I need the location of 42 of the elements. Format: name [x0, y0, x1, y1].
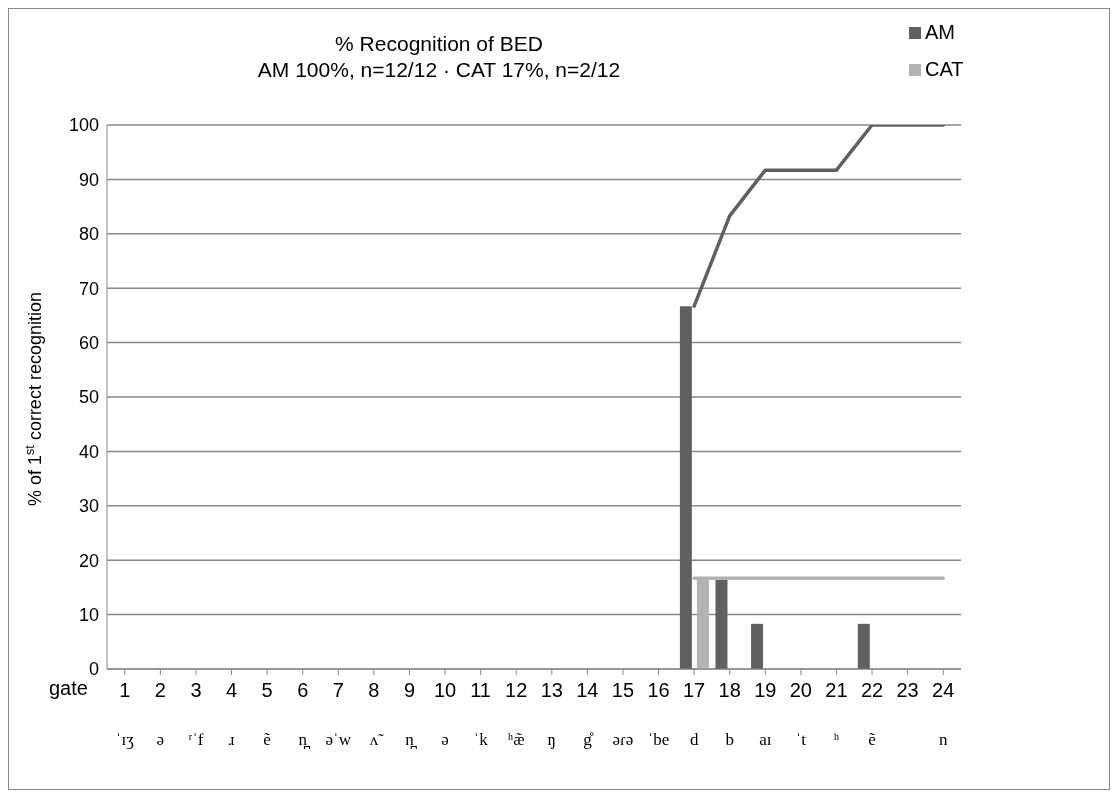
category-label: 10 ə: [433, 679, 457, 749]
y-tick-label: 30: [78, 496, 99, 517]
category-label: 9 n̪: [403, 679, 416, 749]
y-tick-label: 100: [68, 115, 99, 136]
y-tick-label: 80: [78, 224, 99, 245]
category-label: 1 ˈɪʒ: [115, 679, 134, 749]
category-label: 13 ŋ: [540, 679, 563, 749]
category-label: 16 ˈbe: [647, 679, 670, 749]
bar: [857, 623, 870, 669]
category-label: 7 əˈw: [325, 679, 352, 749]
y-tick-label: 50: [78, 387, 99, 408]
legend-label: AM: [925, 21, 955, 44]
y-tick-label: 40: [78, 441, 99, 462]
category-label: 12 ʰæ̃: [505, 679, 528, 749]
category-label: 18 b: [718, 679, 741, 749]
y-tick-label: 0: [88, 659, 99, 680]
category-label: 21 ʰ: [825, 679, 848, 749]
category-label: 17 d: [683, 679, 706, 749]
legend-label: CAT: [925, 58, 964, 81]
y-tick-label: 20: [78, 550, 99, 571]
category-label: 15 əɾə: [611, 679, 635, 749]
bar: [751, 623, 764, 669]
category-label: 3 ʳˈf: [188, 679, 204, 749]
y-tick-label: 60: [78, 332, 99, 353]
category-label: 14 g̊: [576, 679, 599, 749]
category-label: 11 ˈk: [470, 679, 492, 749]
category-label: 19 aɪ: [754, 679, 777, 749]
y-tick-label: 10: [78, 604, 99, 625]
chart-title: % Recognition of BED: [334, 31, 544, 57]
x-tick-label: 23: [896, 679, 919, 701]
bar: [715, 578, 728, 669]
category-label: 5 ẽ: [261, 679, 273, 749]
category-label: 24 n: [932, 679, 955, 749]
chart-subtitle: AM 100%, n=12/12 · CAT 17%, n=2/12: [256, 57, 622, 83]
category-label: 22 ẽ: [860, 679, 884, 749]
y-tick-label: 90: [78, 169, 99, 190]
y-tick-label: 70: [78, 278, 99, 299]
category-label: 20 ˈt: [789, 679, 812, 749]
category-label: 2 ə: [154, 679, 166, 749]
x-axis-title: gate: [49, 677, 88, 699]
category-label: 4 ɹ: [225, 679, 238, 749]
category-label: 6 n̪: [297, 679, 309, 749]
